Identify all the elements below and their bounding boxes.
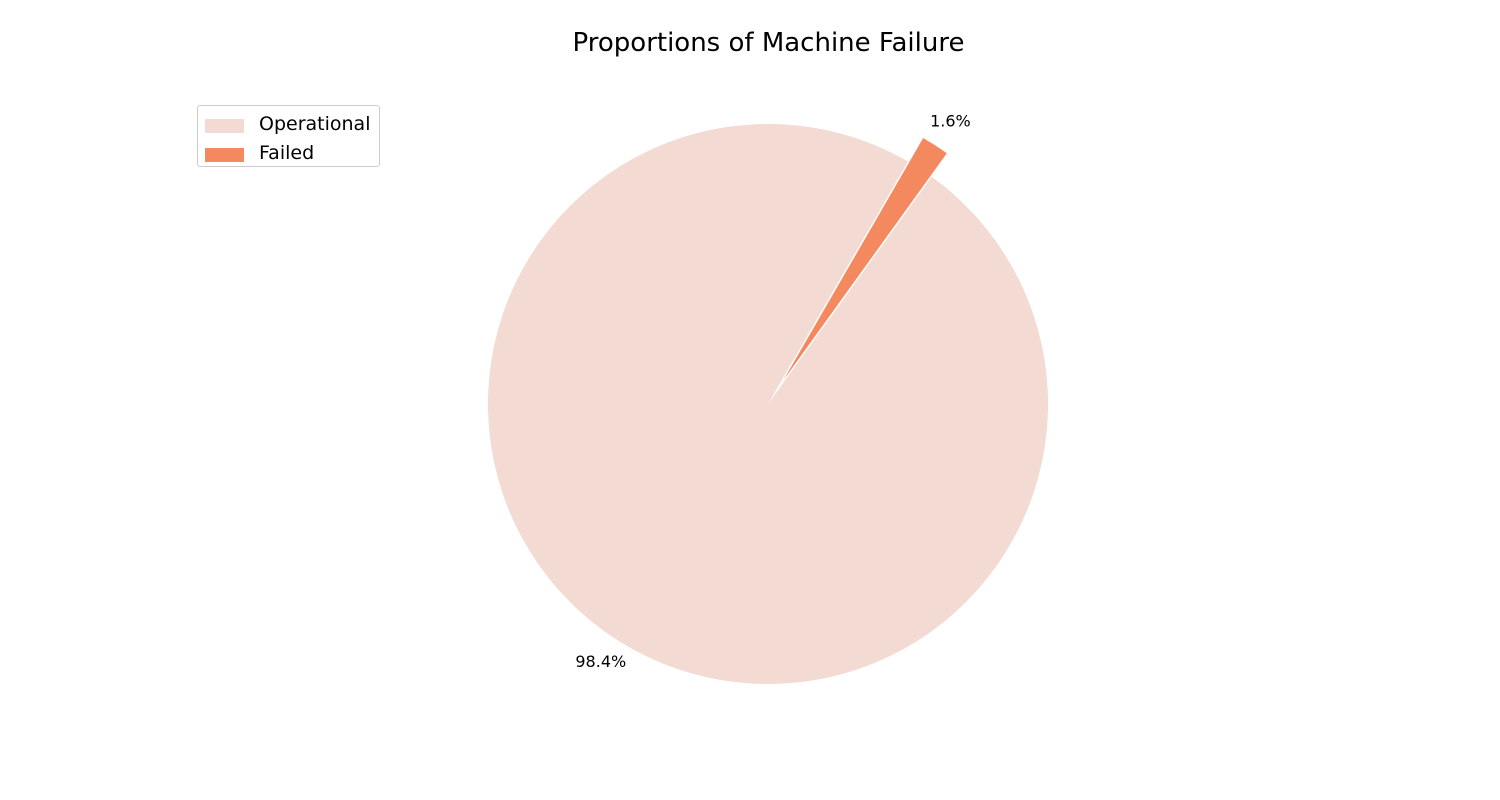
legend-swatch-failed	[205, 148, 244, 162]
chart-title: Proportions of Machine Failure	[572, 28, 965, 58]
pie-slice-operational	[488, 124, 1049, 685]
legend-label-operational: Operational	[259, 113, 371, 135]
chart-legend: Operational Failed	[197, 105, 380, 167]
pie-slice-failed	[783, 137, 947, 381]
legend-item-failed: Failed	[198, 142, 379, 165]
legend-swatch-operational	[205, 119, 244, 133]
slice-label-failed: 1.6%	[930, 111, 971, 130]
legend-item-operational: Operational	[198, 113, 379, 136]
legend-label-failed: Failed	[259, 142, 315, 164]
slice-label-operational: 98.4%	[575, 652, 626, 671]
